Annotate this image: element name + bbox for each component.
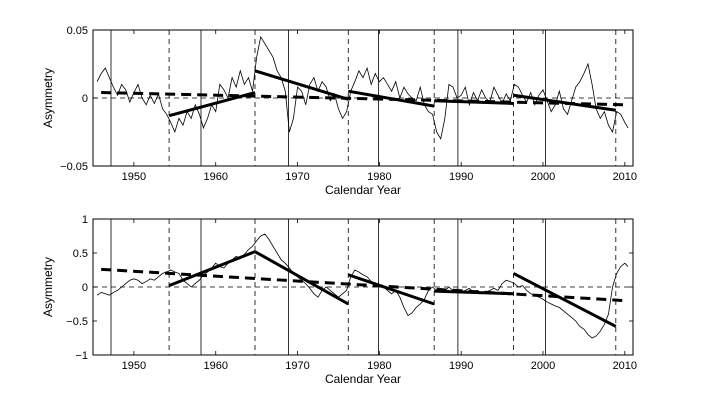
top-x-axis-label: Calendar Year — [325, 183, 401, 197]
top-y-tick-label-0: −0.05 — [60, 161, 88, 173]
bottom-y-ticks: −1 −0.5 0 0.5 1 — [66, 214, 633, 362]
top-x-tick-label-0: 1950 — [122, 171, 146, 183]
top-y-ticks: −0.05 0 0.05 — [60, 25, 633, 173]
bottom-y-tick-label-0: −1 — [75, 350, 88, 362]
top-y-tick-label-2: 0.05 — [67, 25, 88, 37]
top-y-tick-label-1: 0 — [82, 93, 88, 105]
bottom-y-axis-label: Asymmetry — [41, 257, 55, 317]
bottom-panel: 1950 1960 1970 1980 1990 2000 2010 −1 −0.5 0 0.5 1… — [41, 214, 637, 386]
bottom-x-tick-label-3: 1980 — [367, 360, 391, 372]
bottom-x-tick-label-4: 1990 — [449, 360, 473, 372]
top-trend-segment-4 — [513, 93, 617, 112]
bottom-dashed-fit-line — [101, 267, 625, 303]
top-trend-segment-0 — [168, 91, 256, 118]
top-x-ticks: 1950 1960 1970 1980 1990 2000 2010 — [122, 30, 637, 183]
top-panel: 1950 1960 1970 1980 1990 2000 2010 −0.0500.05 … — [41, 25, 637, 197]
bottom-x-tick-label-2: 1970 — [285, 360, 309, 372]
bottom-y-tick-label-3: 0.5 — [73, 248, 88, 260]
bottom-y-tick-label-4: 1 — [82, 214, 88, 226]
bottom-y-tick-label-2: 0 — [82, 282, 88, 294]
bottom-trend-segment-4 — [512, 272, 617, 328]
top-asymmetry-series — [96, 35, 629, 140]
top-x-tick-label-6: 2010 — [613, 171, 637, 183]
top-trend-segments — [168, 69, 617, 118]
bottom-trend-segment-2 — [347, 273, 435, 306]
top-dashed-fit-line — [101, 91, 625, 107]
bottom-x-tick-label-6: 2010 — [613, 360, 637, 372]
bottom-x-tick-label-1: 1960 — [203, 360, 227, 372]
bottom-y-tick-label-1: −0.5 — [66, 316, 88, 328]
top-y-axis-label: Asymmetry — [41, 68, 55, 128]
bottom-x-tick-label-0: 1950 — [122, 360, 146, 372]
top-x-tick-label-3: 1980 — [367, 171, 391, 183]
top-x-tick-label-4: 1990 — [449, 171, 473, 183]
bottom-x-ticks: 1950 1960 1970 1980 1990 2000 2010 — [122, 219, 637, 372]
bottom-trend-segments — [168, 250, 617, 328]
bottom-x-tick-label-5: 2000 — [531, 360, 555, 372]
bottom-trend-segment-0 — [168, 250, 256, 288]
top-x-tick-label-2: 1970 — [285, 171, 309, 183]
top-trend-segment-1 — [254, 69, 349, 101]
top-x-tick-label-5: 2000 — [531, 171, 555, 183]
bottom-trend-segment-1 — [254, 250, 350, 306]
bottom-x-axis-label: Calendar Year — [325, 372, 401, 386]
top-x-tick-label-1: 1960 — [203, 171, 227, 183]
bottom-asymmetry-series — [96, 233, 629, 339]
